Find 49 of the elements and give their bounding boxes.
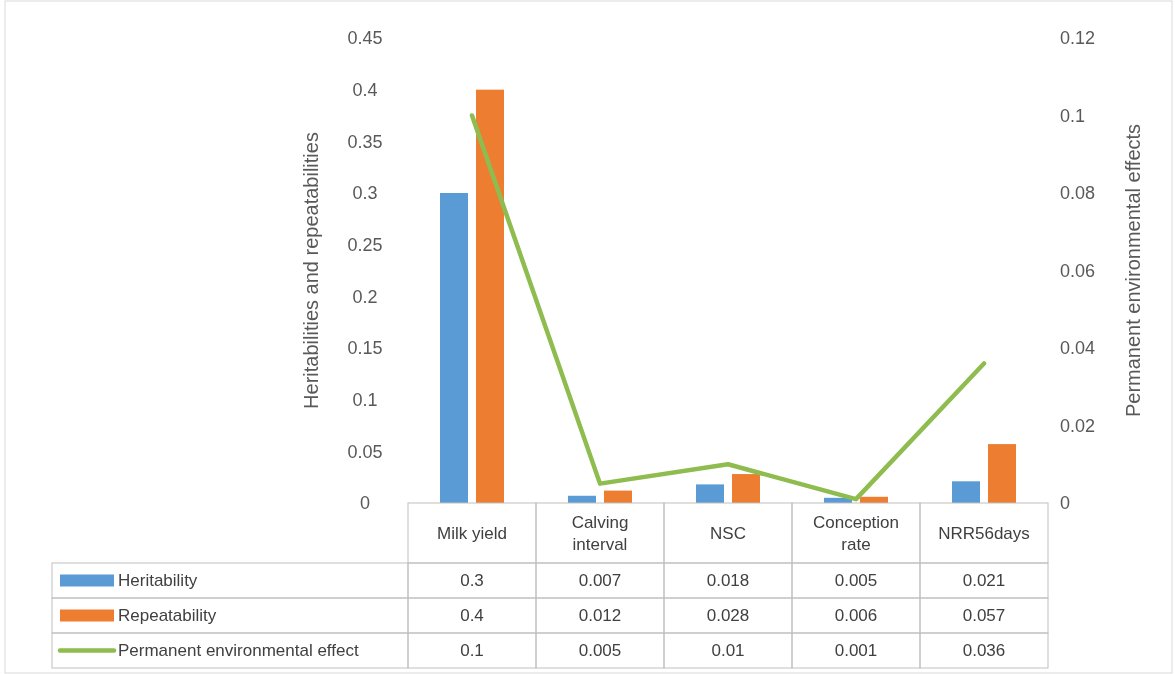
y-tick-label: 0.25 bbox=[347, 234, 383, 255]
line-series bbox=[469, 113, 987, 502]
y2-tick-label: 0 bbox=[1060, 493, 1071, 514]
y2-tick-label: 0.12 bbox=[1060, 28, 1096, 49]
y-tick-label: 0.35 bbox=[347, 131, 383, 152]
y2-tick-label: 0.04 bbox=[1060, 338, 1096, 359]
y2-tick-label: 0.02 bbox=[1060, 415, 1096, 436]
bar bbox=[696, 484, 724, 503]
data-label: 0.006 bbox=[834, 606, 878, 626]
legend-label: Repeatability bbox=[118, 606, 217, 626]
x-tick-label: NRR56days bbox=[938, 523, 1030, 543]
bar bbox=[952, 481, 980, 503]
data-label: 0.005 bbox=[578, 641, 622, 661]
bar bbox=[732, 474, 760, 503]
data-label: 0.001 bbox=[834, 641, 878, 661]
y2-axis-title: Permanent environmental effects bbox=[1122, 123, 1144, 418]
bar bbox=[476, 89, 504, 503]
x-tick-label: Calving interval bbox=[571, 512, 629, 554]
data-label: 0.3 bbox=[460, 571, 484, 591]
y2-tick-label: 0.1 bbox=[1060, 105, 1086, 126]
y-tick-label: 0.2 bbox=[352, 286, 378, 307]
x-tick-label: Milk yield bbox=[437, 523, 507, 543]
y-tick-label: 0.4 bbox=[352, 79, 378, 100]
bar bbox=[988, 444, 1016, 503]
data-label: 0.01 bbox=[711, 641, 745, 661]
y-tick-label: 0.3 bbox=[352, 183, 378, 204]
y2-tick-label: 0.06 bbox=[1060, 260, 1096, 281]
data-label: 0.005 bbox=[834, 571, 878, 591]
data-label: 0.021 bbox=[962, 571, 1006, 591]
y-tick-label: 0.1 bbox=[352, 389, 378, 410]
y-tick-label: 0.45 bbox=[347, 28, 383, 49]
y2-tick-label: 0.08 bbox=[1060, 183, 1096, 204]
y-tick-label: 0.05 bbox=[347, 441, 383, 462]
x-tick-label: Conception rate bbox=[812, 512, 900, 554]
y-axis-title: Heritabilities and repeatabilities bbox=[300, 132, 322, 409]
data-label: 0.4 bbox=[460, 606, 484, 626]
data-label: 0.036 bbox=[962, 641, 1006, 661]
data-label: 0.018 bbox=[706, 571, 750, 591]
data-label: 0.057 bbox=[962, 606, 1006, 626]
x-tick-label: NSC bbox=[710, 523, 746, 543]
data-label: 0.028 bbox=[706, 606, 750, 626]
data-label: 0.1 bbox=[460, 641, 484, 661]
data-label: 0.012 bbox=[578, 606, 622, 626]
data-label: 0.007 bbox=[578, 571, 622, 591]
y-tick-label: 0.15 bbox=[347, 338, 383, 359]
y-tick-label: 0 bbox=[359, 493, 371, 514]
legend-label: Heritability bbox=[118, 571, 198, 591]
bar bbox=[440, 193, 468, 503]
legend-label: Permanent environmental effect bbox=[118, 641, 359, 661]
